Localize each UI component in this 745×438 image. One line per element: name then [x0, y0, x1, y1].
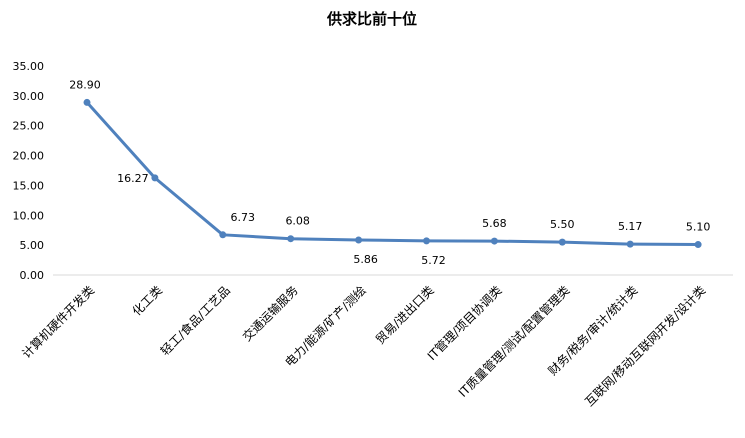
x-tick-label: 轻工/食品/工艺品	[157, 283, 233, 359]
chart-title: 供求比前十位	[326, 10, 417, 28]
x-tick-label: IT质量管理/测试/配置管理类	[455, 283, 572, 400]
data-label: 5.17	[618, 220, 643, 233]
x-tick-label: 交通运输服务	[239, 283, 301, 345]
y-tick-label: 5.00	[20, 239, 45, 252]
series-line	[85, 101, 699, 247]
data-point	[694, 241, 702, 249]
y-tick-label: 15.00	[13, 179, 45, 192]
data-label: 5.10	[686, 221, 711, 234]
y-tick-label: 20.00	[13, 150, 45, 163]
data-label: 6.73	[231, 211, 256, 224]
data-label: 28.90	[69, 78, 101, 91]
y-tick-label: 25.00	[13, 120, 45, 133]
data-point	[423, 237, 430, 245]
data-label: 16.27	[117, 172, 149, 185]
data-label: 6.08	[285, 215, 310, 228]
x-tick-label: 计算机硬件开发类	[19, 283, 97, 361]
y-tick-label: 35.00	[13, 60, 45, 73]
data-point	[83, 98, 91, 106]
y-tick-label: 30.00	[13, 90, 45, 103]
x-tick-label: 化工类	[130, 283, 165, 318]
data-point	[151, 174, 159, 182]
x-tick-label: 互联网/移动互联网开发/设计类	[582, 283, 709, 410]
x-tick-label: IT管理/项目协调类	[424, 283, 505, 364]
data-point	[219, 231, 227, 239]
data-label: 5.72	[421, 254, 446, 267]
data-point	[287, 235, 295, 243]
x-tick-label: 贸易/进出口类	[373, 283, 437, 347]
data-label: 5.50	[550, 218, 575, 231]
y-tick-label: 10.00	[13, 209, 45, 222]
data-point	[490, 237, 498, 245]
data-label: 5.86	[353, 253, 378, 266]
data-point	[626, 240, 634, 248]
y-tick-label: 0.00	[20, 269, 45, 282]
data-label: 5.68	[482, 217, 507, 230]
data-point	[355, 236, 363, 244]
data-point	[558, 238, 566, 246]
